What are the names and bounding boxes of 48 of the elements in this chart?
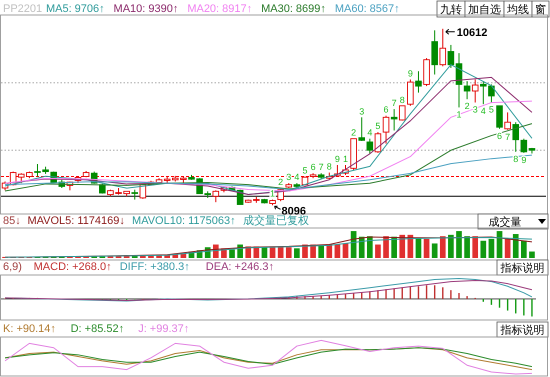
text: 5	[375, 121, 380, 132]
text: 成交量已复权	[242, 214, 309, 227]
text: 3	[286, 172, 292, 182]
text: 均线	[506, 3, 529, 16]
text: 2	[351, 128, 356, 138]
text: 九转	[440, 3, 462, 16]
text: 2	[278, 177, 284, 188]
chart-title: 6,9)	[3, 261, 22, 273]
text: 1	[343, 154, 348, 164]
text: MA30: 8699↑	[261, 3, 326, 15]
text: 6	[310, 162, 316, 172]
text: 加自选	[468, 3, 501, 16]
text: 7	[318, 162, 324, 172]
text: 5	[488, 104, 494, 115]
chart-title: PP2201	[3, 3, 42, 15]
series-label: MAVOL10: 1175063↑	[132, 215, 236, 227]
series-label: J: +99.37↑	[138, 323, 190, 335]
text: 9	[408, 68, 413, 78]
text: 窗	[535, 3, 546, 16]
text: MA10: 9390↑	[114, 3, 178, 15]
text: MACD: +268.0↑	[34, 261, 112, 273]
text: DEA: +246.3↑	[206, 261, 274, 273]
text: 8	[326, 162, 332, 172]
text: MA20: 8917↑	[187, 3, 252, 15]
text: 7	[392, 98, 397, 108]
chart-title: 85↓	[3, 215, 21, 227]
annotation: 10612	[456, 26, 488, 39]
text: MA60: 8567↑	[334, 3, 400, 15]
text: 9	[334, 154, 340, 164]
text: 成交量	[488, 216, 522, 228]
series-label: D: +85.52↑	[70, 323, 124, 335]
text: 5	[302, 166, 308, 176]
text: 9	[521, 154, 526, 165]
text: 6	[384, 104, 389, 115]
text: 2	[464, 101, 470, 112]
text: 8	[513, 154, 518, 164]
series-label: K: +90.14↑	[3, 323, 56, 335]
text: 6	[497, 130, 502, 141]
text: MA5: 9706↑	[46, 3, 105, 15]
text: DIFF: +380.3↑	[120, 261, 190, 273]
text: 7	[505, 132, 510, 142]
text: 指标说明	[500, 324, 544, 336]
text: 4	[367, 128, 372, 138]
text: 指标说明	[500, 262, 544, 274]
text: 8	[400, 94, 405, 105]
text: 4	[480, 106, 486, 116]
text: 3	[359, 106, 364, 116]
text: MAVOL5: 1174169↓	[27, 215, 125, 227]
